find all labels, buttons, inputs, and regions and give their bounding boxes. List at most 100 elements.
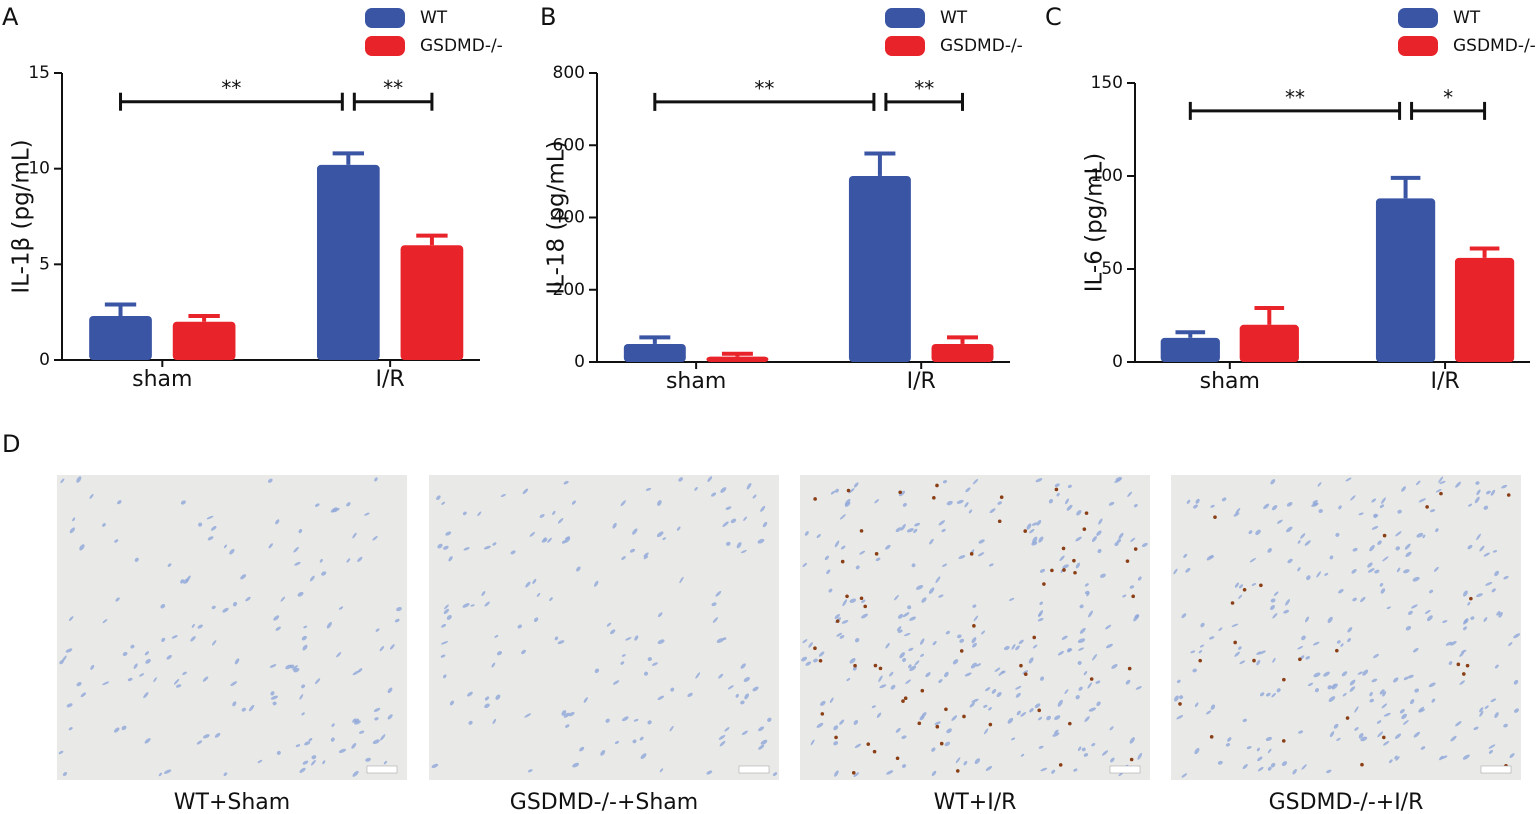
nucleus <box>853 772 860 778</box>
nucleus <box>270 691 275 696</box>
nucleus <box>1281 761 1288 767</box>
nucleus <box>871 705 876 709</box>
nucleus <box>1088 610 1093 618</box>
nucleus <box>854 638 860 643</box>
micrograph <box>57 475 407 780</box>
nucleus <box>610 629 616 635</box>
nucleus <box>1199 644 1205 648</box>
nucleus <box>1394 755 1398 760</box>
nucleus <box>1037 613 1042 617</box>
nucleus <box>1412 576 1420 582</box>
nucleus <box>657 500 662 506</box>
nucleus <box>1137 576 1142 581</box>
nucleus <box>1431 698 1436 703</box>
nucleus <box>746 482 752 490</box>
stained-cell <box>1360 762 1364 767</box>
stained-cell <box>1061 546 1066 551</box>
nucleus <box>1122 594 1127 598</box>
nucleus <box>1401 486 1406 492</box>
nucleus <box>902 657 907 662</box>
legend-swatch <box>365 36 405 56</box>
nucleus <box>446 615 452 620</box>
nucleus <box>1476 489 1481 496</box>
nucleus <box>1468 503 1473 507</box>
nucleus <box>921 597 927 603</box>
nucleus <box>1462 754 1470 760</box>
nucleus <box>380 734 386 741</box>
nucleus <box>1297 567 1301 572</box>
y-tick-label: 0 <box>1112 352 1123 372</box>
nucleus <box>600 750 606 756</box>
stained-cell <box>969 552 974 556</box>
significance: ** <box>754 76 774 100</box>
nucleus <box>1455 481 1461 488</box>
nucleus <box>985 687 991 692</box>
nucleus <box>1272 613 1278 619</box>
nucleus <box>1416 532 1424 538</box>
nucleus <box>1105 643 1113 649</box>
nucleus <box>441 624 447 628</box>
nucleus <box>659 768 664 773</box>
nucleus <box>552 510 556 515</box>
nucleus <box>1195 498 1200 504</box>
nucleus <box>1326 769 1332 774</box>
nucleus <box>1273 591 1279 596</box>
nucleus <box>594 580 599 587</box>
stained-cell <box>813 646 817 651</box>
nucleus <box>1084 716 1090 722</box>
stained-cell <box>1282 677 1286 682</box>
nucleus <box>232 601 238 607</box>
nucleus <box>643 552 649 558</box>
nucleus <box>1257 766 1264 772</box>
nucleus <box>1057 699 1063 707</box>
nucleus <box>1101 750 1109 756</box>
nucleus <box>614 740 620 744</box>
nucleus <box>1040 676 1045 681</box>
nucleus <box>299 767 306 773</box>
stained-cell <box>1032 635 1037 640</box>
nucleus <box>293 668 300 673</box>
nucleus <box>1065 498 1069 505</box>
nucleus <box>859 550 866 555</box>
y-tick-label: 50 <box>1101 259 1123 279</box>
nucleus <box>830 490 836 495</box>
nucleus <box>210 525 217 531</box>
nucleus <box>1300 533 1306 539</box>
nucleus <box>319 558 323 563</box>
significance: ** <box>1285 85 1305 109</box>
nucleus <box>1463 619 1468 625</box>
nucleus <box>973 615 979 622</box>
nucleus <box>1394 733 1402 739</box>
nucleus <box>932 640 937 646</box>
nucleus <box>72 517 76 522</box>
nucleus <box>914 660 920 666</box>
nucleus <box>114 539 119 543</box>
nucleus <box>839 514 846 520</box>
nucleus <box>834 488 839 493</box>
stained-cell <box>866 742 871 746</box>
nucleus <box>1227 737 1232 742</box>
nucleus <box>842 599 848 607</box>
stained-cell <box>859 529 864 533</box>
nucleus <box>1422 534 1426 539</box>
nucleus <box>1246 746 1252 750</box>
nucleus <box>625 637 632 641</box>
nucleus <box>1430 509 1436 513</box>
nucleus <box>919 715 925 721</box>
stained-cell <box>1042 582 1046 586</box>
nucleus <box>1087 682 1092 689</box>
nucleus <box>202 734 210 739</box>
bar <box>1375 198 1436 362</box>
nucleus <box>853 482 859 488</box>
nucleus <box>383 760 388 765</box>
nucleus <box>1373 653 1380 659</box>
nucleus <box>1039 601 1044 606</box>
nucleus <box>647 720 652 725</box>
nucleus <box>931 747 936 752</box>
significance: ** <box>221 76 241 100</box>
nucleus <box>972 642 977 648</box>
nucleus <box>1125 679 1131 685</box>
nucleus <box>844 502 851 507</box>
nucleus <box>183 578 189 584</box>
bar <box>1160 337 1220 362</box>
